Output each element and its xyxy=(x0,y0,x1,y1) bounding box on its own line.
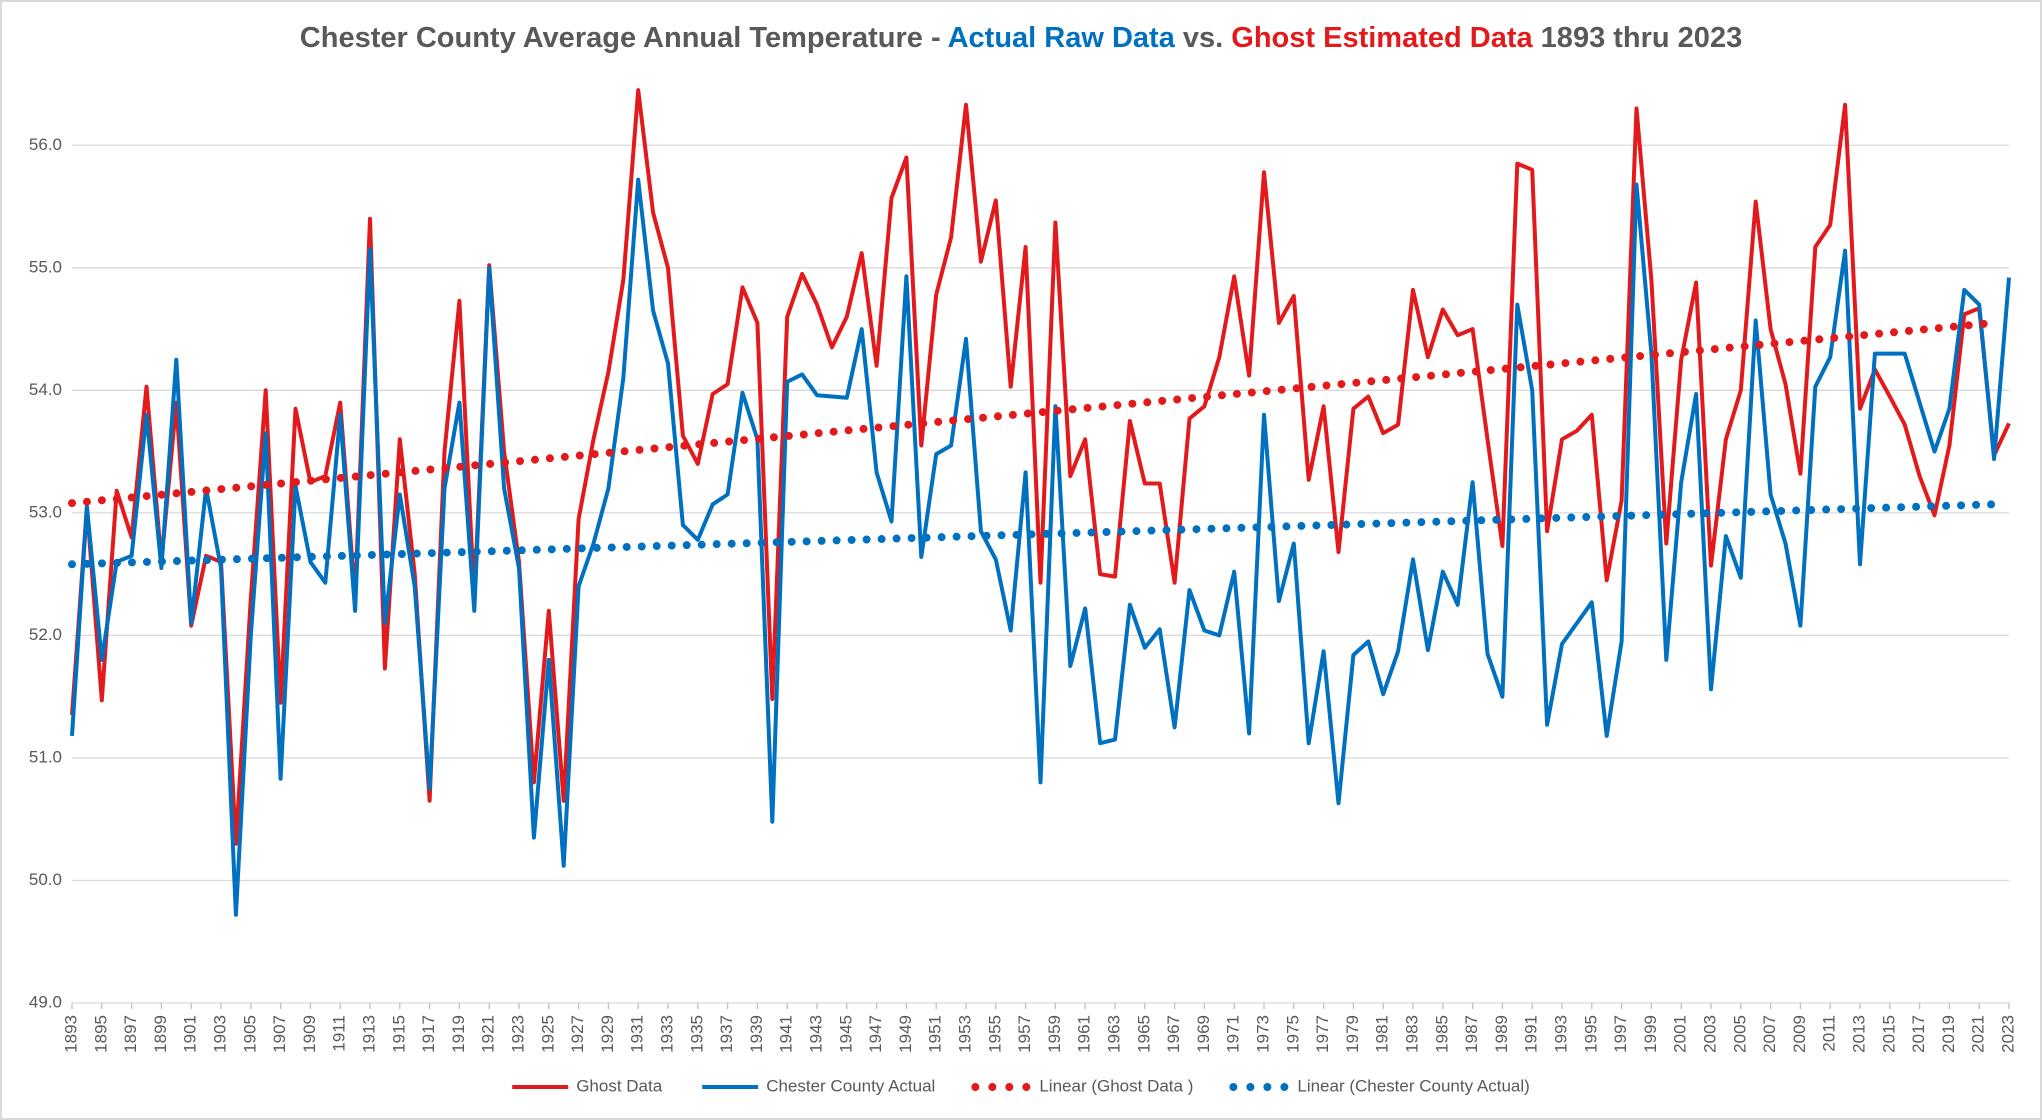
x-tick-label: 1963 xyxy=(1104,1015,1123,1053)
x-tick-label: 1911 xyxy=(330,1015,349,1052)
x-tick-label: 1969 xyxy=(1194,1015,1213,1053)
legend-label: Linear (Ghost Data ) xyxy=(1039,1076,1193,1095)
x-tick-label: 1915 xyxy=(389,1015,408,1053)
x-tick-label: 2007 xyxy=(1760,1015,1779,1053)
x-tick-label: 1987 xyxy=(1462,1015,1481,1053)
data-line xyxy=(70,177,2011,917)
chart-title: Chester County Average Annual Temperatur… xyxy=(300,22,1742,54)
x-tick-label: 1933 xyxy=(657,1015,676,1053)
x-tick-label: 1893 xyxy=(61,1015,80,1053)
x-tick-label: 1997 xyxy=(1611,1015,1630,1053)
x-tick-label: 1923 xyxy=(508,1015,527,1053)
title-part: Ghost Estimated Data xyxy=(1231,22,1533,54)
title-part: Chester County Average Annual Temperatur… xyxy=(300,22,948,54)
x-tick-label: 1973 xyxy=(1253,1015,1272,1053)
x-tick-label: 1905 xyxy=(240,1015,259,1053)
x-tick-label: 1925 xyxy=(538,1015,557,1053)
x-tick-label: 1899 xyxy=(151,1015,170,1053)
x-tick-label: 1909 xyxy=(300,1015,319,1053)
x-tick-label: 1961 xyxy=(1075,1015,1094,1053)
x-tick-label: 1949 xyxy=(896,1015,915,1053)
x-tick-label: 1979 xyxy=(1343,1015,1362,1053)
x-tick-label: 1947 xyxy=(866,1015,885,1053)
x-tick-label: 2019 xyxy=(1939,1015,1958,1053)
x-tick-label: 1985 xyxy=(1432,1015,1451,1053)
x-tick-label: 1983 xyxy=(1402,1015,1421,1053)
legend-label: Linear (Chester County Actual) xyxy=(1297,1076,1529,1095)
x-tick-label: 2003 xyxy=(1700,1015,1719,1053)
title-part: vs. xyxy=(1175,22,1231,54)
x-tick-label: 1975 xyxy=(1283,1015,1302,1053)
trend-line xyxy=(68,500,1999,569)
x-tick-label: 1977 xyxy=(1313,1015,1332,1053)
legend-label: Ghost Data xyxy=(576,1076,663,1095)
x-tick-label: 1903 xyxy=(210,1015,229,1053)
x-tick-label: 1967 xyxy=(1164,1015,1183,1053)
x-tick-label: 1955 xyxy=(985,1015,1004,1053)
x-tick-label: 2023 xyxy=(1998,1015,2017,1053)
x-tick-label: 2015 xyxy=(1879,1015,1898,1053)
x-tick-label: 1945 xyxy=(836,1015,855,1053)
x-tick-label: 2021 xyxy=(1969,1015,1988,1053)
y-tick-label: 49.0 xyxy=(29,992,62,1011)
y-tick-label: 56.0 xyxy=(29,135,62,154)
x-tick-label: 1907 xyxy=(270,1015,289,1053)
x-tick-label: 1897 xyxy=(121,1015,140,1053)
x-tick-label: 2011 xyxy=(1820,1015,1839,1052)
y-tick-label: 54.0 xyxy=(29,380,62,399)
y-tick-label: 55.0 xyxy=(29,257,62,276)
y-tick-label: 52.0 xyxy=(29,625,62,644)
x-tick-label: 1989 xyxy=(1492,1015,1511,1053)
x-tick-label: 1919 xyxy=(449,1015,468,1053)
x-tick-label: 1927 xyxy=(568,1015,587,1053)
x-tick-label: 1951 xyxy=(926,1015,945,1053)
x-tick-label: 1921 xyxy=(479,1015,498,1053)
x-tick-label: 1931 xyxy=(628,1015,647,1053)
legend-label: Chester County Actual xyxy=(766,1076,935,1095)
x-tick-label: 1965 xyxy=(1134,1015,1153,1053)
y-tick-label: 53.0 xyxy=(29,502,62,521)
x-tick-label: 1929 xyxy=(598,1015,617,1053)
y-tick-label: 51.0 xyxy=(29,747,62,766)
trend-line xyxy=(68,318,1999,508)
x-tick-label: 1957 xyxy=(1015,1015,1034,1053)
x-tick-label: 1953 xyxy=(955,1015,974,1053)
x-tick-label: 2017 xyxy=(1909,1015,1928,1053)
x-tick-label: 1901 xyxy=(181,1015,200,1053)
data-line xyxy=(70,88,2011,846)
x-tick-label: 1959 xyxy=(1045,1015,1064,1053)
legend: Ghost Data Chester County Actual Linear (G… xyxy=(512,1076,1530,1095)
y-tick-label: 50.0 xyxy=(29,870,62,889)
x-tick-label: 2013 xyxy=(1849,1015,1868,1053)
x-tick-label: 1993 xyxy=(1551,1015,1570,1053)
title-part: 1893 thru 2023 xyxy=(1533,22,1743,54)
x-tick-label: 1917 xyxy=(419,1015,438,1053)
x-tick-label: 1981 xyxy=(1373,1015,1392,1053)
x-tick-label: 1937 xyxy=(717,1015,736,1053)
x-tick-label: 2009 xyxy=(1790,1015,1809,1053)
x-tick-label: 1991 xyxy=(1522,1015,1541,1053)
x-tick-label: 2001 xyxy=(1671,1015,1690,1053)
x-tick-label: 2005 xyxy=(1730,1015,1749,1053)
x-tick-label: 1971 xyxy=(1224,1015,1243,1053)
x-tick-label: 1913 xyxy=(359,1015,378,1053)
x-tick-label: 1999 xyxy=(1641,1015,1660,1053)
title-part: Actual Raw Data xyxy=(948,22,1176,54)
x-tick-label: 1939 xyxy=(747,1015,766,1053)
x-tick-label: 1941 xyxy=(777,1015,796,1053)
x-tick-label: 1895 xyxy=(91,1015,110,1053)
x-tick-label: 1995 xyxy=(1581,1015,1600,1053)
x-tick-label: 1935 xyxy=(687,1015,706,1053)
x-tick-label: 1943 xyxy=(806,1015,825,1053)
